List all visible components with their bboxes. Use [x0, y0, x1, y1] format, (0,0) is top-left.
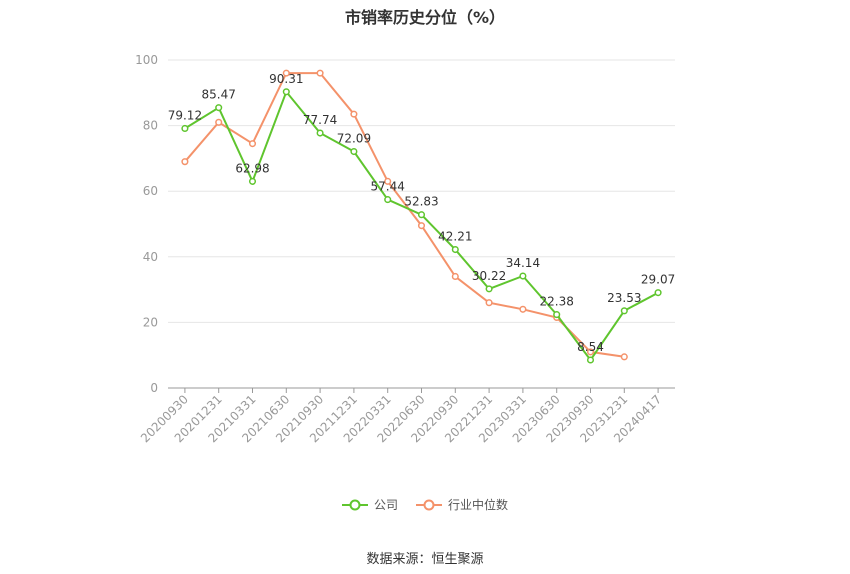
legend-marker-industry-median [416, 499, 442, 510]
data-point-industry-median [248, 140, 257, 148]
data-point-company [316, 129, 324, 137]
data-point-company [519, 272, 527, 280]
data-point-company [620, 307, 628, 315]
data-point-company [654, 289, 662, 297]
y-tick-label: 60 [143, 184, 158, 198]
data-point-company [181, 124, 189, 133]
legend-item-industry-median[interactable]: 行业中位数 [416, 496, 508, 513]
series-lines [181, 69, 662, 364]
data-point-industry-median [620, 353, 628, 361]
data-point-company [248, 177, 257, 185]
grid-lines [168, 59, 675, 323]
y-tick-label: 40 [143, 250, 158, 264]
data-label: 72.09 [337, 132, 371, 146]
y-tick-label: 20 [143, 315, 158, 329]
data-point-company [451, 246, 459, 254]
axes: 0204060801002020093020201231202103312021… [135, 53, 675, 445]
data-point-company [215, 104, 223, 112]
data-point-industry-median [282, 69, 290, 77]
data-point-industry-median [350, 110, 358, 118]
data-point-industry-median [417, 222, 426, 230]
data-label: 77.74 [303, 113, 337, 127]
legend-label-industry-median: 行业中位数 [448, 498, 509, 512]
data-point-industry-median [519, 305, 527, 313]
data-label: 8.54 [577, 340, 604, 354]
data-point-company [553, 311, 561, 319]
data-label: 62.98 [235, 161, 269, 175]
data-source: 数据来源：恒生聚源 [366, 552, 484, 567]
data-point-company [586, 356, 595, 364]
data-label: 34.14 [506, 256, 540, 270]
data-point-company [282, 88, 290, 96]
legend-item-company[interactable]: 公司 [341, 496, 398, 513]
y-tick-label: 0 [150, 381, 158, 395]
data-point-industry-median [316, 69, 324, 77]
legend-label-company: 公司 [373, 498, 398, 512]
data-label: 52.83 [404, 195, 438, 209]
series-line-industry-median [184, 72, 625, 358]
y-tick-label: 100 [135, 53, 158, 67]
data-label: 85.47 [202, 88, 236, 102]
legend-marker-company [341, 499, 368, 510]
data-label: 42.21 [438, 230, 472, 244]
data-label: 79.12 [168, 108, 202, 122]
data-label: 57.44 [371, 180, 405, 194]
legend: 公司 行业中位数 [0, 496, 850, 513]
data-point-industry-median [181, 158, 189, 166]
data-label: 29.07 [641, 273, 675, 287]
data-label: 90.31 [269, 72, 303, 86]
data-point-industry-median [586, 348, 595, 356]
y-tick-label: 80 [143, 119, 158, 133]
data-point-company [384, 196, 392, 204]
data-point-industry-median [384, 177, 392, 185]
data-label: 30.22 [472, 269, 506, 283]
data-point-industry-median [451, 272, 459, 281]
data-label: 22.38 [540, 295, 574, 309]
data-point-industry-median [215, 118, 223, 126]
data-point-company [485, 285, 493, 293]
data-point-company [417, 211, 426, 219]
data-point-company [350, 147, 358, 156]
chart-title: 市销率历史分位（%） [344, 8, 506, 27]
data-label: 23.53 [607, 291, 641, 305]
data-point-industry-median [485, 299, 493, 307]
